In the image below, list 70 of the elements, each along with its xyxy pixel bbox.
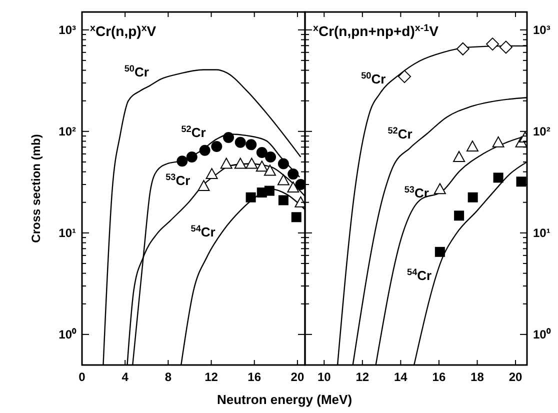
- series-label: $^{53}$Cr: [404, 184, 429, 201]
- series-label: $^{53}$Cr: [166, 172, 190, 188]
- point: [456, 42, 470, 56]
- point: [246, 192, 256, 202]
- y-tick-label: 10³: [58, 22, 76, 37]
- series-label: $^{54}$Cr: [407, 266, 432, 283]
- point: [198, 180, 210, 191]
- point: [454, 210, 464, 221]
- y2-tick-label: 10¹: [533, 226, 550, 240]
- x-tick-label: 20: [290, 370, 304, 384]
- series-label: $^{50}$Cr: [361, 70, 386, 86]
- point: [291, 212, 302, 222]
- y2-tick-label: 10²: [533, 124, 550, 138]
- x-tick-label: 20: [508, 370, 523, 384]
- point: [453, 150, 466, 162]
- point: [278, 195, 288, 206]
- point: [176, 156, 188, 167]
- y-axis-title: Cross section (mb): [29, 134, 43, 243]
- y2-tick-label: 10³: [533, 22, 550, 37]
- point: [234, 158, 246, 169]
- point: [186, 151, 198, 162]
- point: [287, 182, 300, 193]
- x-tick-label: 14: [394, 370, 408, 384]
- point: [492, 136, 504, 148]
- point: [211, 141, 222, 152]
- x-tick-label: 18: [470, 370, 484, 384]
- point: [264, 186, 274, 196]
- series-label: $^{52}$Cr: [388, 125, 412, 142]
- point: [278, 158, 289, 170]
- point: [398, 70, 412, 84]
- point: [265, 151, 276, 162]
- x-tick-label: 4: [122, 370, 129, 384]
- point: [486, 38, 500, 51]
- point: [493, 172, 504, 183]
- point: [468, 192, 478, 202]
- x-tick-label: 0: [78, 370, 86, 384]
- point: [288, 168, 299, 180]
- x-axis-title: Neutron energy (MeV): [216, 392, 352, 407]
- x-tick-label: 10: [317, 370, 332, 384]
- text: $^{x}$Cr(n,pn+np+d)$^{x-1}$V: [313, 22, 440, 39]
- point: [434, 183, 446, 194]
- point: [256, 160, 268, 172]
- point: [246, 139, 257, 150]
- point: [206, 168, 218, 180]
- y-tick-label: 10¹: [58, 226, 76, 240]
- x-tick-label: 12: [204, 370, 218, 384]
- point: [499, 40, 512, 54]
- series-label: $^{54}$Cr: [190, 224, 216, 240]
- point: [277, 174, 290, 186]
- point: [256, 146, 268, 158]
- point: [234, 136, 246, 148]
- y2-tick-label: 10⁰: [533, 327, 552, 342]
- point: [516, 176, 526, 187]
- point: [434, 246, 445, 257]
- series-label: $^{50}$Cr: [124, 64, 149, 80]
- point: [220, 158, 232, 169]
- x-tick-label: 12: [356, 370, 370, 384]
- text: $^{x}$Cr(n,p)$^{x}$V: [90, 22, 157, 39]
- y-tick-label: 10²: [58, 124, 76, 138]
- y-tick-label: 10⁰: [58, 327, 77, 342]
- point: [223, 132, 234, 144]
- point: [466, 140, 478, 152]
- point: [295, 178, 305, 190]
- point: [246, 158, 258, 169]
- point: [199, 144, 210, 156]
- x-tick-label: 16: [248, 370, 262, 384]
- point: [264, 164, 276, 176]
- x-tick-label: 8: [164, 370, 172, 384]
- series-label: $^{52}$Cr: [181, 124, 206, 140]
- x-tick-label: 16: [432, 370, 446, 384]
